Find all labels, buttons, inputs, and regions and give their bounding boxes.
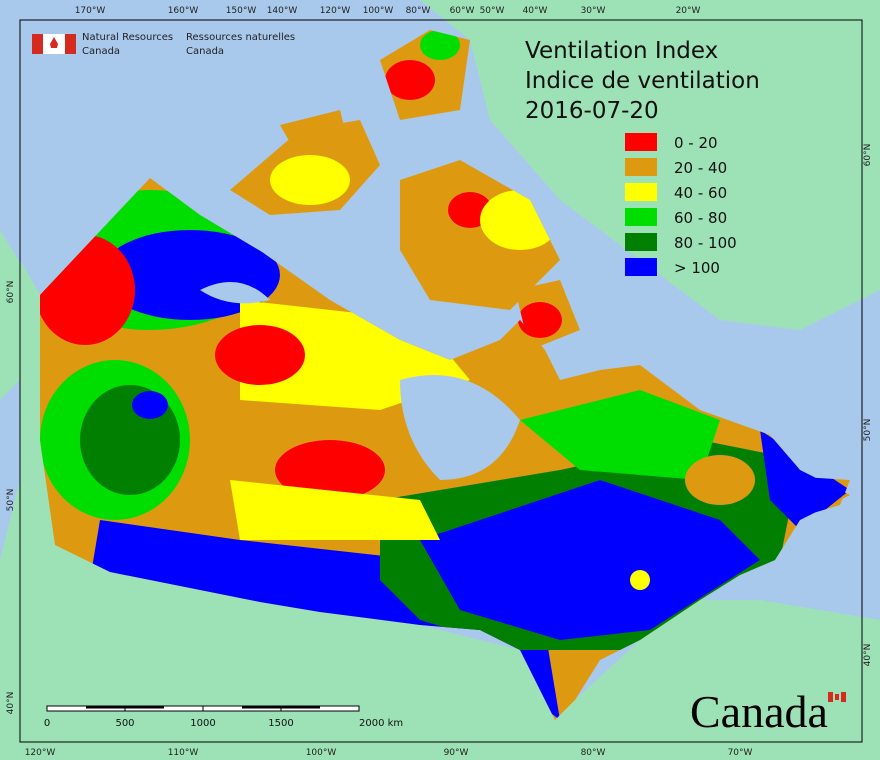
scale-bar: 0 500 1000 1500 2000 km [44,705,403,729]
scale-label: 1500 [268,718,293,729]
scale-segment [125,706,164,709]
scale-label: 1000 [190,718,215,729]
zone [270,155,350,205]
legend-label: > 100 [674,259,720,277]
graticule-label: 30°W [581,6,606,16]
graticule-label: 120°W [320,6,351,16]
graticule-label: 100°W [306,748,337,758]
title: Ventilation Index [525,38,718,64]
flag-band [828,692,833,702]
graticule-label: 80°W [406,6,431,16]
graticule-label: 40°W [523,6,548,16]
title: Indice de ventilation [525,68,760,94]
graticule-label: 90°W [444,748,469,758]
scale-label: 2000 km [359,718,403,729]
great-bear-lake [200,282,270,304]
canada-flag [32,34,76,54]
legend-swatch [625,158,657,176]
legend-swatch [625,183,657,201]
graticule-label: 50°N [6,489,16,512]
agency-en: Canada [82,46,120,57]
graticule-label: 70°W [728,748,753,758]
scale-segment [86,706,125,709]
zone [760,430,850,530]
graticule-label: 60°W [450,6,475,16]
zone [132,391,168,419]
legend-label: 20 - 40 [674,159,727,177]
graticule-label: 40°N [863,644,873,667]
title: 2016-07-20 [525,98,659,124]
graticule-label: 60°N [6,281,16,304]
zone [520,390,720,480]
graticule-label: 120°W [25,748,56,758]
zone [275,440,385,500]
legend-label: 80 - 100 [674,234,737,252]
agency-fr: Canada [186,46,224,57]
legend-swatch [625,258,657,276]
flag-band [65,34,76,54]
zone [215,325,305,385]
graticule-label: 20°W [676,6,701,16]
legend-label: 0 - 20 [674,134,718,152]
graticule-label: 50°N [863,419,873,442]
zone [420,30,460,60]
zone [420,480,760,640]
graticule-label: 60°N [863,144,873,167]
scale-segment [242,706,281,709]
legend-label: 40 - 60 [674,184,727,202]
wordmark-flag [828,692,846,702]
agency-fr: Ressources naturelles [186,32,295,43]
wordmark: Canada [690,686,828,737]
legend-swatch [625,208,657,226]
map-frame [19,19,863,743]
graticule-label: 50°W [480,6,505,16]
zone [385,60,435,100]
maple-leaf [50,37,58,48]
zone [518,302,562,338]
zone [230,480,440,540]
scale-label: 0 [44,718,50,729]
legend-swatch [625,133,657,151]
scale-segment [281,706,320,709]
graticule-label: 80°W [581,748,606,758]
graticule-label: 110°W [168,748,199,758]
hudson-bay [400,375,520,480]
graticule-label: 40°N [6,692,16,715]
legend-label: 60 - 80 [674,209,727,227]
maple-leaf [835,694,839,700]
legend-swatch [625,233,657,251]
zone [685,455,755,505]
graticule-label: 150°W [226,6,257,16]
zone [630,570,650,590]
usa [0,260,880,760]
graticule-label: 100°W [363,6,394,16]
graticule-label: 170°W [75,6,106,16]
scale-label: 500 [115,718,134,729]
flag-band [32,34,43,54]
graticule-label: 160°W [168,6,199,16]
graticule-label: 140°W [267,6,298,16]
flag-band [841,692,846,702]
agency-en: Natural Resources [82,32,173,43]
